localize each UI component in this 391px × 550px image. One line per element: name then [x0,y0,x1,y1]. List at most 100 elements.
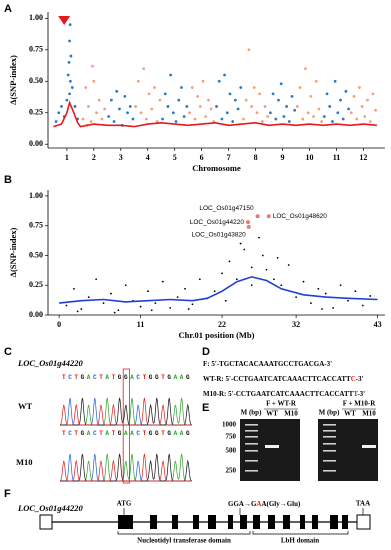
point [355,117,359,121]
point [215,105,218,108]
point [147,92,151,96]
point [322,115,326,118]
point [187,308,190,310]
x-tick-label: 8 [254,153,258,162]
point [158,98,162,102]
point [258,236,260,239]
point [67,60,71,64]
point [328,105,332,108]
point [239,86,243,89]
point [244,98,248,102]
point [265,268,268,271]
gel-band [265,445,279,448]
point [185,105,189,108]
point [321,308,323,310]
point [331,120,334,123]
point [310,302,312,304]
panel-label: E [202,402,209,414]
point [201,79,205,83]
point [295,105,299,108]
point [302,280,305,283]
primer: WT-R: 5'-CCTGAATCATCAAACTTCACCATTC-3' [203,375,364,383]
mutation-box [122,368,130,484]
point [153,86,156,89]
y-tick-label: 1.00 [29,13,43,22]
domain-bracket [252,531,349,535]
point [169,306,172,309]
point [352,94,356,98]
point [188,111,191,115]
chart: 0.000.250.500.751.001 2 3 4 5 6 7 8 9 10 11 12Δ(SNP… [8,12,385,173]
point [70,86,74,89]
lane-label: WT [344,410,356,418]
trend-line [53,100,377,128]
x-tick-label: 7 [227,153,231,162]
panel-label: C [4,346,12,358]
utr [356,514,371,530]
point [191,303,194,306]
point [252,86,256,89]
point [57,111,61,115]
point [336,111,340,115]
point [236,107,240,111]
mutation-text: A(Gly→Glu) [261,500,301,508]
point [60,105,63,108]
point [209,107,213,111]
point [68,39,71,43]
panel-label: D [202,346,210,358]
panel-label: F [4,488,11,500]
point [368,120,372,123]
point [68,92,71,96]
point [269,111,272,115]
ladder-label: 1000 [222,421,237,429]
point [65,98,69,102]
point [295,296,298,299]
peak-marker [58,16,71,25]
x-tick-label: 32 [292,320,300,329]
point-label: LOC_Os01g48620 [273,213,328,220]
point [139,305,142,308]
point [276,256,279,259]
mutation-base: A [256,500,261,508]
point [150,309,153,312]
lane-label: M (bp) [241,409,262,417]
point [266,214,271,219]
x-tick-label: 1 [65,153,69,162]
x-tick-label: 11 [137,320,145,329]
point [255,214,260,219]
point [220,117,224,121]
point [247,48,251,52]
point [266,115,270,118]
gene-structure: LOC_Os01g44220 ATG TAA GGA→GAA(Gly→Glu) … [17,500,371,545]
point [217,79,221,83]
y-axis-label: Δ(SNP-index) [8,55,18,105]
point [95,111,98,115]
point [223,73,226,77]
point [198,105,202,108]
x-tick-label: 3 [119,153,123,162]
point [213,290,216,293]
point [298,86,302,89]
point [339,284,342,287]
point [250,266,253,269]
gel-panel: F + WT-R F + M10-R M (bp) WT M10 M (bp) … [222,400,378,481]
primer: M10-R: 5'-CCTGAATCATCAAACTTCACCATTT-3' [203,390,365,398]
x-axis-label: Chromosome [192,163,241,173]
point [360,105,364,108]
row-label: M10 [16,457,33,467]
point [324,292,327,295]
y-tick-label: 0.75 [29,45,43,54]
gene-name: LOC_Os01g44220 [17,503,83,513]
x-tick-label: 43 [374,320,382,329]
point [314,79,318,83]
point [274,117,278,121]
point [250,105,253,108]
trace [59,397,192,426]
trace [59,453,192,482]
point [221,272,223,275]
x-tick-label: 0 [57,320,61,329]
start-codon: ATG [117,500,132,508]
x-tick-label: 12 [359,153,367,162]
point [349,111,353,115]
